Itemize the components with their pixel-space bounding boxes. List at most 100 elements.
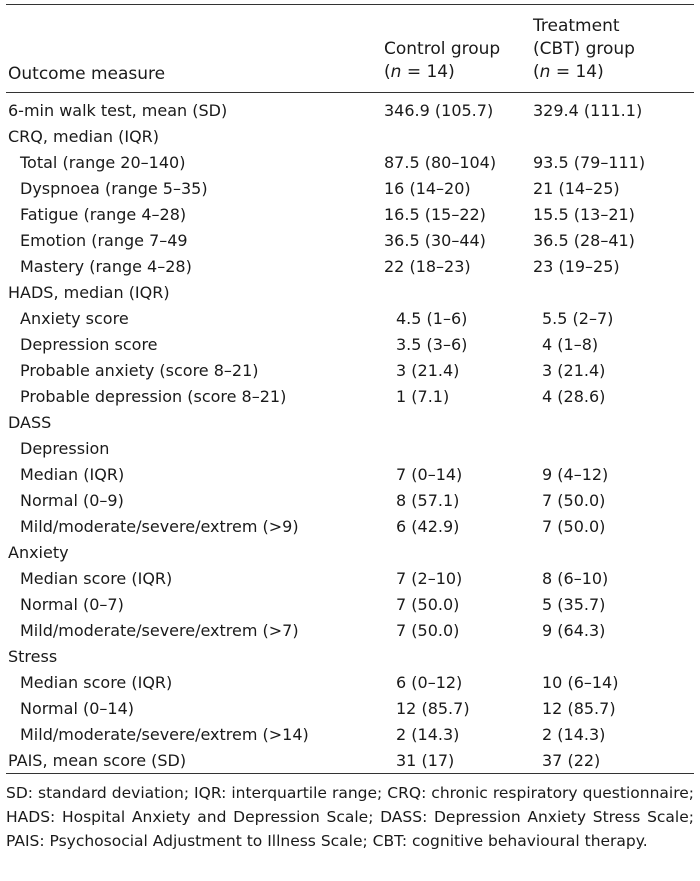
table-row: Total (range 20–140) 87.5 (80–104) 93.5 (7…	[6, 150, 694, 176]
control-value: 7 (0–14)	[396, 465, 463, 484]
control-value: 87.5 (80–104)	[384, 153, 497, 172]
treatment-value: 329.4 (111.1)	[533, 101, 643, 120]
treatment-value: 9 (4–12)	[542, 465, 609, 484]
row-label: PAIS, mean score (SD)	[8, 751, 187, 770]
header-treatment-group: Treatment (CBT) group (n = 14)	[533, 15, 635, 84]
treatment-value: 4 (28.6)	[542, 387, 606, 406]
table-row: CRQ, median (IQR)	[6, 124, 694, 150]
row-label: Probable anxiety (score 8–21)	[20, 361, 259, 380]
row-label: Mild/moderate/severe/extrem (>7)	[20, 621, 299, 640]
table-row: Normal (0–14) 12 (85.7) 12 (85.7)	[6, 696, 694, 722]
table-footnote: SD: standard deviation; IQR: interquarti…	[6, 784, 694, 850]
row-label: Normal (0–14)	[20, 699, 134, 718]
treatment-value: 21 (14–25)	[533, 179, 620, 198]
table-row: HADS, median (IQR)	[6, 280, 694, 306]
control-value: 7 (50.0)	[396, 621, 460, 640]
control-value: 7 (2–10)	[396, 569, 463, 588]
row-label: Depression	[20, 439, 110, 458]
treatment-value: 15.5 (13–21)	[533, 205, 635, 224]
table-row: Depression score 3.5 (3–6) 4 (1–8)	[6, 332, 694, 358]
control-value: 3.5 (3–6)	[396, 335, 468, 354]
row-label: Anxiety score	[20, 309, 129, 328]
header-treatment-line1: Treatment	[533, 16, 620, 36]
control-value: 2 (14.3)	[396, 725, 460, 744]
table-top-rule	[6, 4, 694, 5]
control-value: 31 (17)	[396, 751, 455, 770]
treatment-value: 9 (64.3)	[542, 621, 606, 640]
row-label: Dyspnoea (range 5–35)	[20, 179, 208, 198]
control-value: 16.5 (15–22)	[384, 205, 486, 224]
row-label: Fatigue (range 4–28)	[20, 205, 187, 224]
treatment-value: 10 (6–14)	[542, 673, 619, 692]
row-label: Anxiety	[8, 543, 69, 562]
table-bottom-rule	[6, 773, 694, 774]
row-label: Probable depression (score 8–21)	[20, 387, 287, 406]
table-row: Median (IQR) 7 (0–14) 9 (4–12)	[6, 462, 694, 488]
treatment-value: 5.5 (2–7)	[542, 309, 614, 328]
table-row: PAIS, mean score (SD) 31 (17) 37 (22)	[6, 748, 694, 774]
control-value: 36.5 (30–44)	[384, 231, 486, 250]
control-value: 7 (50.0)	[396, 595, 460, 614]
table-row: Mild/moderate/severe/extrem (>9) 6 (42.9)…	[6, 514, 694, 540]
table-row: Dyspnoea (range 5–35) 16 (14–20) 21 (14–25…	[6, 176, 694, 202]
header-control-group: Control group (n = 14)	[384, 38, 500, 84]
table-row: Mild/moderate/severe/extrem (>7) 7 (50.0)…	[6, 618, 694, 644]
row-label: Median (IQR)	[20, 465, 125, 484]
control-value: 346.9 (105.7)	[384, 101, 494, 120]
treatment-value: 7 (50.0)	[542, 491, 606, 510]
control-value: 22 (18–23)	[384, 257, 471, 276]
table-row: Median score (IQR) 7 (2–10) 8 (6–10)	[6, 566, 694, 592]
header-control-line2: (n = 14)	[384, 62, 455, 82]
treatment-value: 3 (21.4)	[542, 361, 606, 380]
control-value: 3 (21.4)	[396, 361, 460, 380]
row-label: Mild/moderate/severe/extrem (>9)	[20, 517, 299, 536]
row-label: Total (range 20–140)	[20, 153, 186, 172]
treatment-value: 37 (22)	[542, 751, 601, 770]
table-row: DASS	[6, 410, 694, 436]
treatment-value: 36.5 (28–41)	[533, 231, 635, 250]
control-value: 6 (42.9)	[396, 517, 460, 536]
row-label: Mastery (range 4–28)	[20, 257, 192, 276]
treatment-value: 7 (50.0)	[542, 517, 606, 536]
table-header: Outcome measure Control group (n = 14) T…	[6, 10, 694, 90]
table-row: Normal (0–9) 8 (57.1) 7 (50.0)	[6, 488, 694, 514]
row-label: 6-min walk test, mean (SD)	[8, 101, 228, 120]
table-row: Median score (IQR) 6 (0–12) 10 (6–14)	[6, 670, 694, 696]
treatment-value: 5 (35.7)	[542, 595, 606, 614]
control-value: 16 (14–20)	[384, 179, 471, 198]
row-label: Normal (0–7)	[20, 595, 124, 614]
header-treatment-line3: (n = 14)	[533, 62, 604, 82]
table-row: Emotion (range 7–49 36.5 (30–44) 36.5 (28–…	[6, 228, 694, 254]
control-value: 4.5 (1–6)	[396, 309, 468, 328]
table-row: Mild/moderate/severe/extrem (>14) 2 (14.3…	[6, 722, 694, 748]
table-row: Depression	[6, 436, 694, 462]
control-value: 12 (85.7)	[396, 699, 470, 718]
table-row: Fatigue (range 4–28) 16.5 (15–22) 15.5 (13…	[6, 202, 694, 228]
row-label: HADS, median (IQR)	[8, 283, 170, 302]
control-value: 6 (0–12)	[396, 673, 463, 692]
row-label: Mild/moderate/severe/extrem (>14)	[20, 725, 309, 744]
row-label: Depression score	[20, 335, 158, 354]
treatment-value: 93.5 (79–111)	[533, 153, 646, 172]
row-label: CRQ, median (IQR)	[8, 127, 160, 146]
header-outcome-measure: Outcome measure	[8, 64, 166, 84]
treatment-value: 2 (14.3)	[542, 725, 606, 744]
table-row: 6-min walk test, mean (SD) 346.9 (105.7) 3…	[6, 98, 694, 124]
table-row: Probable depression (score 8–21) 1 (7.1) 4…	[6, 384, 694, 410]
table-row: Normal (0–7) 7 (50.0) 5 (35.7)	[6, 592, 694, 618]
row-label: DASS	[8, 413, 52, 432]
table-body: 6-min walk test, mean (SD) 346.9 (105.7) 3…	[6, 98, 694, 774]
table-row: Mastery (range 4–28) 22 (18–23) 23 (19–25)	[6, 254, 694, 280]
header-control-line1: Control group	[384, 39, 501, 59]
treatment-value: 4 (1–8)	[542, 335, 599, 354]
control-value: 8 (57.1)	[396, 491, 460, 510]
row-label: Normal (0–9)	[20, 491, 124, 510]
treatment-value: 23 (19–25)	[533, 257, 620, 276]
treatment-value: 12 (85.7)	[542, 699, 616, 718]
row-label: Stress	[8, 647, 58, 666]
row-label: Emotion (range 7–49	[20, 231, 188, 250]
control-value: 1 (7.1)	[396, 387, 450, 406]
table-row: Anxiety	[6, 540, 694, 566]
row-label: Median score (IQR)	[20, 673, 173, 692]
